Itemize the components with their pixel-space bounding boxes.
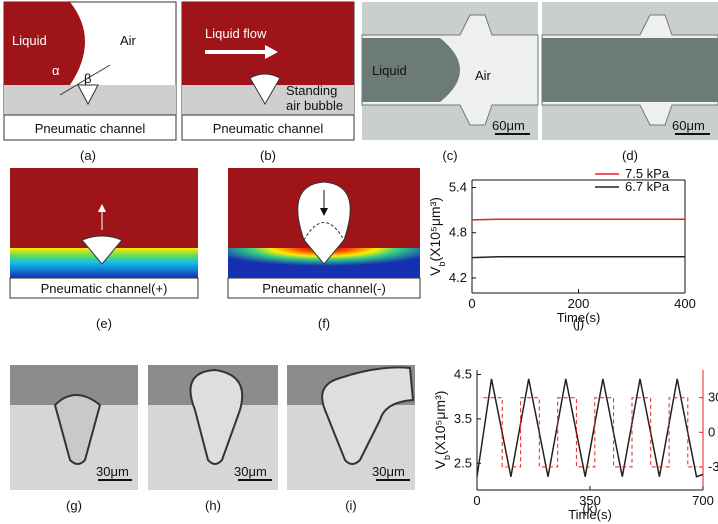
text: 30μm xyxy=(96,464,129,479)
text: Liquid flow xyxy=(205,26,267,41)
panel-d: 60μm (d) xyxy=(542,2,718,163)
text: 60μm xyxy=(672,118,705,133)
y-tick-label: 4.2 xyxy=(449,270,467,285)
panel-label: (c) xyxy=(442,148,457,163)
x-tick-label: 0 xyxy=(473,493,480,508)
text: Pneumatic channel xyxy=(35,121,146,136)
series-line xyxy=(472,257,685,258)
y-tick-label: 2.5 xyxy=(454,455,472,470)
panel-h: 30μm (h) xyxy=(148,365,278,513)
y-tick-label: 4.5 xyxy=(454,366,472,381)
y2-tick-label: 30 xyxy=(708,390,718,405)
liquid xyxy=(182,2,354,85)
axis-label: Vb(X10⁵μm³) xyxy=(432,391,452,470)
y-tick-label: 5.4 xyxy=(449,180,467,195)
liquid xyxy=(542,38,718,102)
panel-label: (a) xyxy=(80,148,96,163)
text: Pneumatic channel xyxy=(213,121,324,136)
text: 60μm xyxy=(492,118,525,133)
x-tick-label: 400 xyxy=(674,296,696,311)
panel-label: (j) xyxy=(573,316,585,331)
panel-label: (h) xyxy=(205,498,221,513)
y-tick-label: 3.5 xyxy=(454,411,472,426)
panel-i: 30μm (i) xyxy=(287,365,415,513)
panel-label: (f) xyxy=(318,316,330,331)
panel-a: Liquid Air α β Pneumatic channel (a) xyxy=(4,2,176,163)
text: β xyxy=(84,71,91,86)
legend-label: 6.7 kPa xyxy=(625,179,670,194)
text: Air xyxy=(475,68,492,83)
axis-label: Vb(X10⁵μm³) xyxy=(427,197,447,276)
text: Liquid xyxy=(12,33,47,48)
text: Pneumatic channel(-) xyxy=(262,281,386,296)
text: α xyxy=(52,63,60,78)
text: 30μm xyxy=(372,464,405,479)
x-tick-label: 0 xyxy=(468,296,475,311)
panel-label: (i) xyxy=(345,498,357,513)
panel-b: Liquid flow Standing air bubble Pneumati… xyxy=(182,2,354,163)
panel-label: (k) xyxy=(582,501,597,516)
series-line xyxy=(484,398,697,467)
x-tick-label: 700 xyxy=(692,493,714,508)
panel-label: (g) xyxy=(66,498,82,513)
y2-tick-label: -30 xyxy=(708,459,718,474)
axis-label-part: (X10⁵μm³) xyxy=(427,197,443,261)
panel-label: (d) xyxy=(622,148,638,163)
panel-label: (e) xyxy=(96,316,112,331)
text: air bubble xyxy=(286,98,343,113)
text: Air xyxy=(120,33,137,48)
x-tick-label: 200 xyxy=(568,296,590,311)
text: Liquid xyxy=(372,63,407,78)
figure: Liquid Air α β Pneumatic channel (a) Liq… xyxy=(0,0,718,524)
panel-g: 30μm (g) xyxy=(10,365,138,513)
y-tick-label: 4.8 xyxy=(449,225,467,240)
axis-label-part: (X10⁵μm³) xyxy=(432,391,448,455)
text: Standing xyxy=(286,83,337,98)
panel-e: Pneumatic channel(+) (e) xyxy=(10,168,198,331)
y2-tick-label: 0 xyxy=(708,424,715,439)
panel-f: Pneumatic channel(-) (f) xyxy=(228,168,420,331)
panel-c: Liquid Air 60μm (c) xyxy=(362,2,538,163)
series-line xyxy=(472,219,685,220)
text: Pneumatic channel(+) xyxy=(41,281,168,296)
text: 30μm xyxy=(234,464,267,479)
panel-label: (b) xyxy=(260,148,276,163)
